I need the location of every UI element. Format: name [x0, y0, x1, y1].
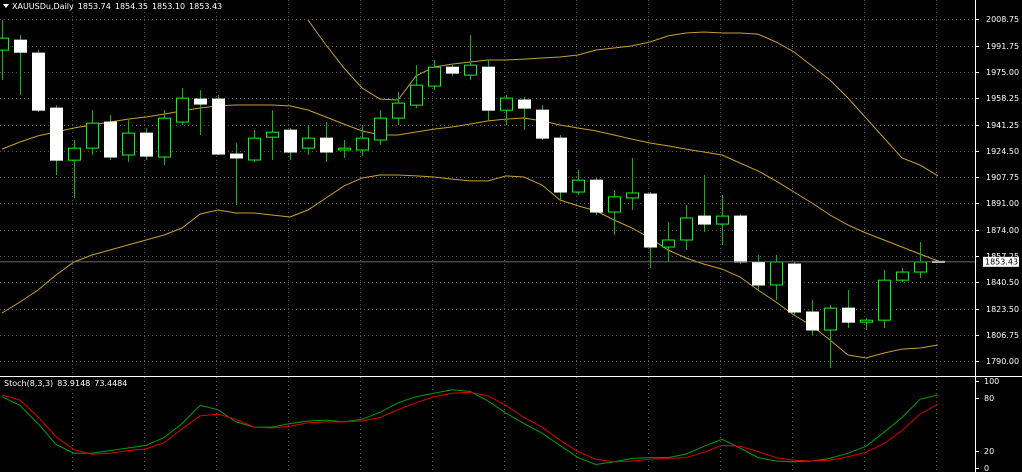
candle-body [914, 261, 927, 273]
y-tick-label: 1857.25 [986, 252, 1019, 261]
y-tick-label: 80 [984, 394, 994, 403]
candle-body [32, 52, 45, 111]
candle-body [122, 132, 135, 156]
candle-body [194, 98, 207, 105]
candle-body [14, 39, 27, 53]
candle-body [860, 319, 873, 323]
stoch-line [1, 391, 939, 463]
y-tick-label: 1907.75 [986, 173, 1019, 182]
candle-body [446, 66, 459, 74]
y-tick-label: 1975.00 [986, 68, 1019, 77]
y-tick-label: 0 [984, 464, 989, 472]
stoch-header: Stoch(8,3,3) 83.9148 73.4484 [4, 379, 127, 388]
candle-body [806, 311, 819, 331]
stoch-line [1, 389, 939, 466]
stoch-main-last: 83.9148 [57, 379, 90, 388]
candle-body [626, 192, 639, 199]
quote-close: 1853.43 [189, 2, 222, 11]
candle-body [212, 98, 225, 155]
candle-body [644, 193, 657, 248]
candle-body [662, 239, 675, 248]
candle-body [554, 137, 567, 193]
candle-body [482, 66, 495, 111]
candle-body [788, 263, 801, 313]
y-tick-label: 20 [984, 447, 994, 456]
candle-body [140, 132, 153, 157]
y-tick-label: 1874.00 [986, 226, 1019, 235]
candle-body [590, 179, 603, 213]
y-tick-label: 1924.50 [986, 147, 1019, 156]
main-header: XAUUSDu,Daily 1853.74 1854.35 1853.10 1853.4… [12, 2, 222, 11]
candle-body [716, 215, 729, 225]
candle-body [824, 307, 837, 331]
stoch-signal-last: 73.4484 [94, 379, 127, 388]
y-tick-label: 1941.25 [986, 121, 1019, 130]
candle-body [374, 117, 387, 141]
candle-body [698, 215, 711, 225]
y-tick-label: 1840.50 [986, 278, 1019, 287]
candle-body [518, 99, 531, 109]
candle-body [842, 307, 855, 323]
candle-body [680, 217, 693, 241]
candle-body [50, 107, 63, 161]
quote-open: 1853.74 [78, 2, 111, 11]
candle-body [158, 117, 171, 158]
menu-triangle[interactable] [3, 4, 9, 8]
indicator-name: Stoch(8,3,3) [4, 379, 53, 388]
candle-body [320, 137, 333, 153]
price-tag-label: 1853.43 [985, 257, 1018, 266]
y-tick-label: 1790.00 [986, 357, 1019, 366]
candle-body [428, 66, 441, 87]
candle-body [770, 261, 783, 286]
candle-body [86, 122, 99, 149]
candle-body [410, 84, 423, 106]
candle-body [284, 129, 297, 153]
candle-body [878, 279, 891, 321]
candle-body [104, 121, 117, 158]
y-tick-label: 100 [984, 377, 999, 386]
y-tick-label: 1806.75 [986, 331, 1019, 340]
band-middle [1, 104, 939, 262]
candle-body [734, 215, 747, 263]
candle-body [338, 147, 351, 151]
candle-body [392, 102, 405, 119]
candle-body [608, 196, 621, 213]
candle-body [302, 137, 315, 149]
y-tick-label: 1958.25 [986, 94, 1019, 103]
y-tick-label: 1891.00 [986, 199, 1019, 208]
candle-body [266, 131, 279, 138]
symbol: XAUUSDu,Daily [12, 2, 74, 11]
quote-high: 1854.35 [115, 2, 148, 11]
y-tick-label: 1823.50 [986, 305, 1019, 314]
quote-low: 1853.10 [152, 2, 185, 11]
candle-body [896, 271, 909, 281]
candle-body [176, 97, 189, 123]
candle-body [536, 109, 549, 139]
candle-body [752, 261, 765, 286]
y-tick-label: 2008.75 [986, 15, 1019, 24]
candle-body [356, 137, 369, 151]
y-tick-label: 1991.75 [986, 42, 1019, 51]
candle-body [0, 37, 9, 51]
candle-body [68, 147, 81, 161]
candle-body [230, 153, 243, 159]
price-tag [983, 256, 1019, 267]
band-lower [1, 174, 939, 359]
candle-body [464, 64, 477, 76]
candle-body [248, 137, 261, 161]
candle-body [500, 97, 513, 111]
candle-body [572, 179, 585, 193]
band-upper [307, 19, 939, 177]
